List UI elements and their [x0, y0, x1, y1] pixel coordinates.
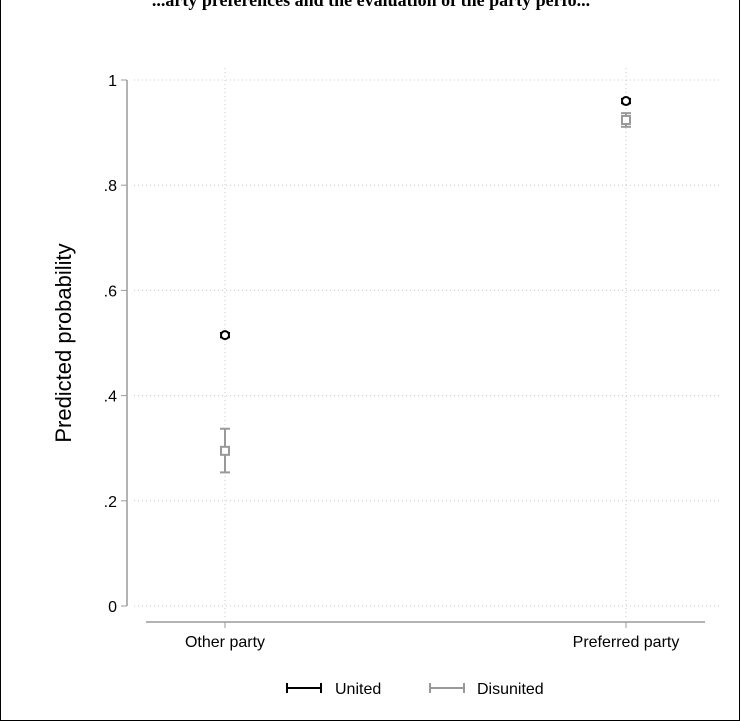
y-tick-label: .6 [104, 283, 117, 300]
y-tick-label: .8 [104, 178, 117, 195]
point-marker [220, 445, 230, 456]
y-tick-label: .2 [104, 494, 117, 511]
axes-layer: 0 .2 .4 .6 .8 1 Other party Preferred party [104, 73, 705, 651]
y-tick-label: 1 [108, 73, 117, 90]
point-marker [621, 114, 631, 125]
marks-layer [220, 96, 631, 474]
grid-layer [134, 68, 719, 620]
point-marker [220, 330, 230, 341]
y-tick-label: 0 [108, 599, 117, 616]
x-tick-label: Preferred party [573, 634, 680, 651]
x-tick-label: Other party [185, 634, 265, 651]
point-marker [621, 96, 631, 107]
legend: United Disunited [286, 681, 544, 698]
y-axis-title: Predicted probability [51, 243, 76, 442]
legend-label: Disunited [477, 681, 544, 698]
y-tick-label: .4 [104, 389, 117, 406]
chart-title: ...arty preferences and the evaluation o… [152, 0, 590, 10]
legend-label: United [335, 681, 381, 698]
